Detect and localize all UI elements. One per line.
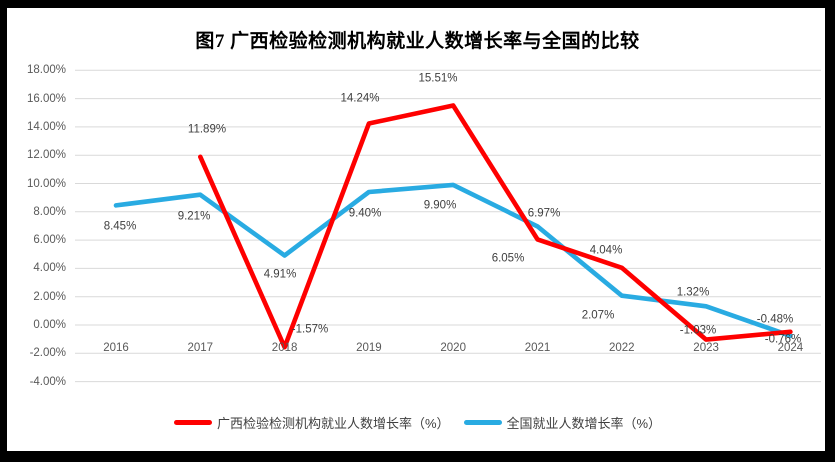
frame-top-border (0, 0, 835, 8)
x-tick-label: 2023 (693, 342, 719, 354)
chart-legend: 广西检验检测机构就业人数增长率（%） 全国就业人数增长率（%） (0, 413, 835, 432)
data-label: 11.89% (187, 123, 227, 136)
chart-title: 图7 广西检验检测机构就业人数增长率与全国的比较 (195, 30, 640, 52)
y-tick-label: 0.00% (33, 319, 66, 331)
x-tick-label: 2024 (777, 342, 804, 354)
data-label: 6.05% (491, 252, 525, 265)
frame-left-border (0, 0, 7, 462)
y-tick-label: 2.00% (33, 290, 66, 303)
data-label: 4.04% (589, 244, 623, 257)
data-label: 8.45% (103, 220, 137, 233)
legend-item-guangxi: 广西检验检测机构就业人数增长率（%） (173, 413, 450, 432)
x-tick-label: 2018 (271, 342, 298, 354)
x-tick-label: 2017 (187, 342, 214, 354)
data-label: -0.76% (764, 333, 802, 346)
legend-item-national: 全国就业人数增长率（%） (463, 413, 662, 432)
data-label: 6.97% (527, 207, 561, 220)
y-tick-label: 8.00% (33, 205, 66, 218)
data-label: 14.24% (340, 92, 380, 105)
data-label: 2.07% (581, 309, 615, 322)
y-tick-label: -4.00% (29, 375, 66, 388)
y-tick-label: -2.00% (29, 347, 66, 360)
data-label: 1.32% (676, 286, 710, 299)
series-line (198, 103, 793, 350)
y-tick-label: 6.00% (33, 234, 66, 247)
x-tick-label: 2019 (356, 342, 382, 354)
y-tick-label: 18.00% (26, 64, 66, 77)
y-tick-label: 14.00% (26, 120, 66, 133)
data-label: -1.03% (679, 324, 717, 337)
y-tick-label: 12.00% (26, 149, 66, 162)
x-tick-label: 2020 (440, 342, 466, 354)
x-tick-label: 2021 (524, 342, 551, 354)
frame-right-border (825, 0, 835, 462)
data-label: -0.48% (756, 313, 794, 326)
x-tick-label: 2022 (609, 342, 635, 354)
data-label: 15.51% (418, 72, 458, 85)
y-tick-label: 16.00% (26, 92, 66, 105)
legend-label-national: 全国就业人数增长率（%） (506, 416, 662, 431)
y-tick-label: 4.00% (33, 262, 66, 275)
data-label: 4.91% (263, 268, 297, 281)
data-label: 9.21% (177, 210, 211, 223)
legend-swatch-guangxi (173, 420, 212, 425)
data-label: -1.57% (291, 323, 329, 336)
y-tick-label: 10.00% (26, 177, 66, 190)
legend-swatch-national (463, 420, 502, 425)
x-tick-label: 2016 (103, 342, 129, 354)
data-label: 9.40% (348, 207, 382, 220)
legend-label-guangxi: 广西检验检测机构就业人数增长率（%） (216, 416, 450, 431)
frame-bottom-border (0, 451, 835, 462)
data-label: 9.90% (423, 199, 457, 212)
